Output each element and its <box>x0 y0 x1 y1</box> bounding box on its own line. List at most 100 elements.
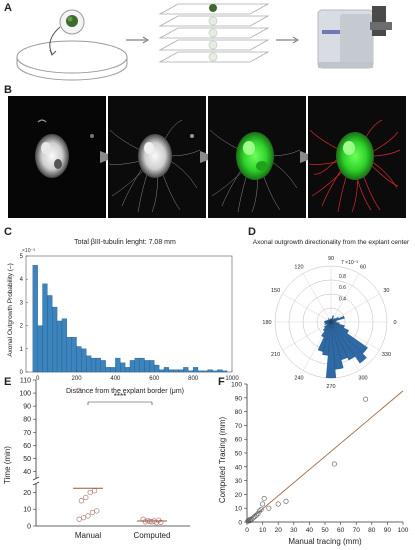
polar-grid-spoke <box>302 273 332 323</box>
polar-bar <box>330 321 345 329</box>
y-tick-label: 3 <box>20 300 24 306</box>
x-tick-label: 10 <box>259 527 267 534</box>
microscopy-frame-traced <box>308 96 406 218</box>
data-point <box>331 461 337 467</box>
histogram-bar <box>105 367 111 373</box>
histogram-bar <box>81 348 87 373</box>
y-tick-label: 30 <box>235 478 243 485</box>
z-stack-illustration <box>158 3 270 63</box>
x-tick-label: 200 <box>72 376 83 382</box>
panel-c-exponent: ×10⁻³ <box>22 248 35 254</box>
angle-tick-label: 120 <box>294 265 303 271</box>
histogram-bar <box>217 369 223 373</box>
polar-bar <box>330 315 335 323</box>
y-tick-label: 40 <box>235 464 243 471</box>
panel-f-ylabel: Computed Tracing (mm) <box>218 417 227 504</box>
panel-a-schematic <box>16 3 392 81</box>
histogram-bar <box>144 360 150 373</box>
panel-label-b: B <box>4 84 12 96</box>
y-tick-label: 0 <box>27 524 31 531</box>
data-point <box>247 518 253 524</box>
histogram-bar <box>149 360 155 373</box>
angle-tick-label: 270 <box>326 384 335 390</box>
histogram-bar <box>95 357 101 373</box>
angle-tick-label: 210 <box>271 352 280 358</box>
polar-bar <box>330 321 368 354</box>
histogram-bar <box>139 357 145 373</box>
y-tick-label: 80 <box>23 417 31 424</box>
data-point <box>78 498 85 504</box>
x-tick-label: 90 <box>384 527 392 534</box>
histogram-bar <box>222 370 228 373</box>
histogram-bar <box>197 370 203 373</box>
panel-f-plot-area: 0 10 20 30 40 50 60 70 80 90 100 0 10 20 30 40 50 60 70 80 9… <box>231 382 409 535</box>
histogram-bar <box>134 357 140 373</box>
x-tick-label: 70 <box>353 527 361 534</box>
data-point <box>266 505 272 511</box>
data-point <box>255 511 261 517</box>
histogram-bar <box>168 369 174 373</box>
y-tick-label: 1 <box>20 347 24 353</box>
y-tick-label: 50 <box>235 451 243 458</box>
panel-d-polar-histogram: Axonal outgrowth directionality from the… <box>253 239 410 390</box>
panel-label-c: C <box>4 226 12 238</box>
histogram-bar <box>129 360 135 373</box>
histogram-bar <box>56 320 63 373</box>
histogram-bar <box>42 283 48 373</box>
microscopy-frame-enhanced <box>108 96 206 218</box>
panel-label-a: A <box>4 2 12 14</box>
histogram-bar <box>207 369 213 373</box>
x-tick-label: 80 <box>368 527 376 534</box>
radius-exponent-label: 7 ×10⁻³ <box>341 260 358 266</box>
data-point <box>85 513 91 519</box>
angle-tick-label: 150 <box>271 288 280 294</box>
data-point <box>252 513 258 519</box>
y-tick-label: 0 <box>238 520 242 527</box>
y-tick-label: 4 <box>20 277 24 283</box>
x-tick-label: 60 <box>337 527 345 534</box>
x-tick-label: 50 <box>321 527 329 534</box>
data-point <box>245 518 251 524</box>
panel-c-plot-area: 0 200 400 600 800 1000 0 1 2 3 4 5 <box>20 254 240 382</box>
y-tick-label: 80 <box>235 409 243 416</box>
x-tick-label: 0 <box>245 527 249 534</box>
panel-f-xlabel: Manual tracing (mm) <box>288 537 362 546</box>
angle-tick-label: 300 <box>358 375 367 381</box>
y-tick-label: 60 <box>235 437 243 444</box>
data-point <box>246 518 252 524</box>
histogram-bar <box>110 367 116 373</box>
microscopy-frame-raw <box>8 96 106 218</box>
angle-tick-label: 90 <box>328 256 334 262</box>
radius-tick-label: 0.8 <box>339 274 346 280</box>
explant-zoom-illustration <box>49 9 85 56</box>
data-point <box>94 508 100 514</box>
angle-tick-label: 330 <box>382 352 391 358</box>
histogram-bar <box>212 370 218 373</box>
x-tick-label: 600 <box>149 376 160 382</box>
histogram-bar <box>120 362 126 373</box>
polar-grid-spoke <box>282 293 332 323</box>
data-point <box>83 494 89 501</box>
panel-label-f: F <box>218 376 225 388</box>
data-point <box>253 512 259 518</box>
histogram-bar <box>115 357 121 373</box>
y-tick-label: 50 <box>23 456 31 463</box>
histogram-bar <box>192 367 199 373</box>
data-point <box>76 387 82 394</box>
y-tick-label: 70 <box>23 430 31 437</box>
radius-tick-label: 0.6 <box>339 285 346 291</box>
data-point <box>249 516 255 522</box>
panel-e-ylabel: Time (min) <box>3 446 12 484</box>
data-point <box>87 489 93 496</box>
y-tick-label: 10 <box>235 506 243 513</box>
panel-c-histogram: Total βIII-tubulin lenght: 7.08 mm ×10⁻³… <box>7 239 240 395</box>
panel-c-ylabel: Axonal Outgrowth Probability (–) <box>7 263 14 357</box>
y-tick-label: 90 <box>235 395 243 402</box>
arrow-right-icon <box>276 36 299 44</box>
histogram-bar <box>100 360 106 373</box>
microscope-instrument-illustration <box>317 6 392 69</box>
panel-f-tracing-scatter: Computed Tracing (mm) Manual tracing (mm… <box>218 382 409 547</box>
polar-bar <box>330 321 340 325</box>
data-point <box>258 507 264 513</box>
angle-tick-label: 60 <box>360 265 366 271</box>
